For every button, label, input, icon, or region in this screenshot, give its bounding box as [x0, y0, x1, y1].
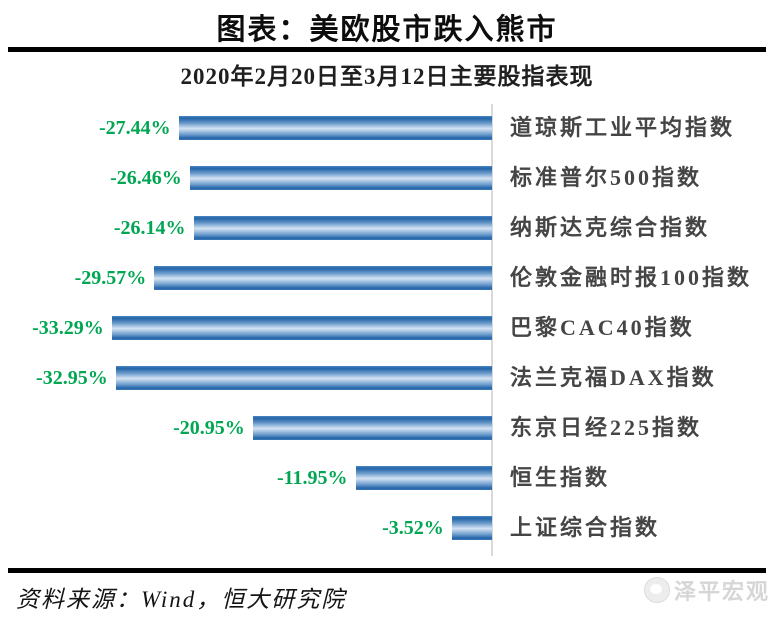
value-label: -26.14% [113, 217, 186, 239]
chart-subtitle: 2020年2月20日至3月12日主要股指表现 [180, 64, 594, 89]
bar [178, 116, 492, 140]
bar-rows: -27.44% 道琼斯工业平均指数 -26.46% 标准普尔500指数 -26.… [0, 103, 774, 553]
category-label: 道琼斯工业平均指数 [510, 115, 736, 140]
bar-row: -29.57% 伦敦金融时报100指数 [0, 253, 774, 303]
bar-row: -11.95% 恒生指数 [0, 453, 774, 503]
category-label: 东京日经225指数 [510, 415, 703, 440]
bar-row: -3.52% 上证综合指数 [0, 503, 774, 553]
bar [111, 316, 492, 340]
value-label: -26.46% [110, 167, 182, 189]
category-label: 巴黎CAC40指数 [510, 315, 695, 340]
bar [189, 166, 492, 190]
category-label: 法兰克福DAX指数 [510, 365, 717, 390]
category-label: 标准普尔500指数 [510, 165, 703, 190]
top-divider [8, 47, 766, 52]
bar [115, 366, 492, 390]
bar [193, 216, 492, 240]
value-label: -33.29% [32, 317, 104, 339]
figure-title: 图表：美欧股市跌入熊市 [216, 14, 558, 46]
bottom-divider [8, 568, 766, 573]
value-label: -32.95% [36, 367, 108, 389]
category-label: 伦敦金融时报100指数 [510, 265, 753, 290]
bar-row: -33.29% 巴黎CAC40指数 [0, 303, 774, 353]
bar-chart: -27.44% 道琼斯工业平均指数 -26.46% 标准普尔500指数 -26.… [0, 103, 774, 556]
source-text: 资料来源：Wind，恒大研究院 [16, 587, 347, 612]
category-label: 上证综合指数 [510, 515, 661, 540]
bar-row: -26.46% 标准普尔500指数 [0, 153, 774, 203]
baseline-axis [491, 104, 493, 556]
bar [154, 266, 492, 290]
value-label: -11.95% [276, 467, 348, 489]
bar-row: -20.95% 东京日经225指数 [0, 403, 774, 453]
category-label: 恒生指数 [510, 465, 611, 490]
bar [252, 416, 492, 440]
value-label: -29.57% [74, 267, 147, 289]
zeping-logo-icon [643, 577, 670, 603]
bar-row: -32.95% 法兰克福DAX指数 [0, 353, 774, 403]
watermark-text: 泽平宏观 [673, 579, 770, 604]
bar [355, 466, 492, 490]
bar-row: -27.44% 道琼斯工业平均指数 [0, 103, 774, 153]
value-label: -3.52% [382, 517, 444, 539]
bar [451, 516, 492, 540]
watermark: 泽平宏观 [643, 574, 770, 606]
category-label: 纳斯达克综合指数 [510, 215, 711, 240]
value-label: -20.95% [173, 417, 245, 439]
value-label: -27.44% [98, 117, 171, 139]
bar-row: -26.14% 纳斯达克综合指数 [0, 203, 774, 253]
